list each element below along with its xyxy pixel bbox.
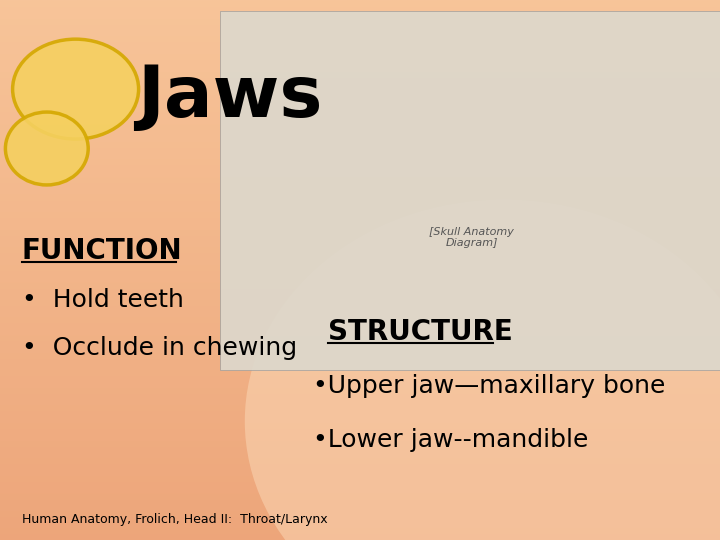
- Text: •  Hold teeth: • Hold teeth: [22, 288, 184, 312]
- Ellipse shape: [6, 112, 89, 185]
- Text: •  Occlude in chewing: • Occlude in chewing: [22, 336, 297, 360]
- Text: FUNCTION: FUNCTION: [22, 237, 182, 265]
- Text: •Lower jaw--mandible: •Lower jaw--mandible: [313, 428, 588, 452]
- Text: •Upper jaw—maxillary bone: •Upper jaw—maxillary bone: [313, 374, 665, 398]
- Text: Jaws: Jaws: [137, 63, 322, 132]
- Text: [Skull Anatomy
Diagram]: [Skull Anatomy Diagram]: [429, 227, 514, 248]
- Ellipse shape: [13, 39, 138, 139]
- Text: Human Anatomy, Frolich, Head II:  Throat/Larynx: Human Anatomy, Frolich, Head II: Throat/…: [22, 514, 327, 526]
- Text: STRUCTURE: STRUCTURE: [328, 318, 513, 346]
- Bar: [220, 11, 720, 370]
- Ellipse shape: [245, 200, 720, 540]
